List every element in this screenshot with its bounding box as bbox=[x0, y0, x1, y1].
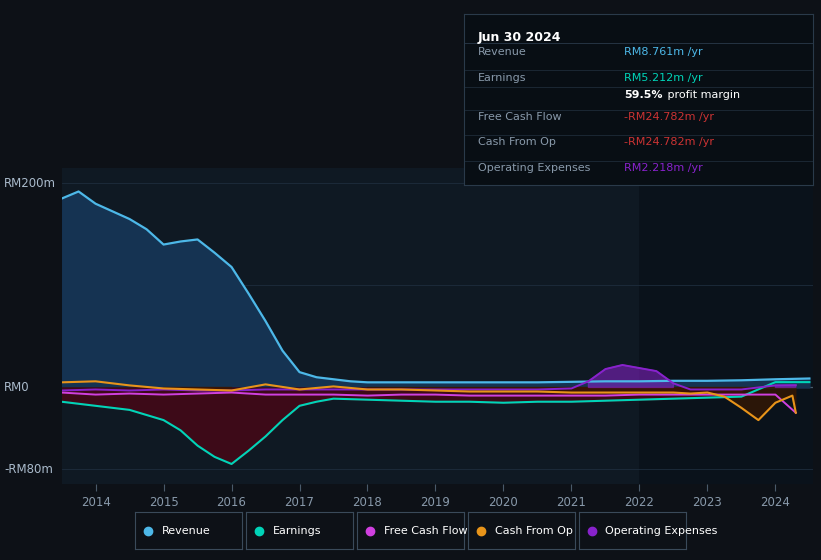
Text: Earnings: Earnings bbox=[478, 73, 526, 82]
Text: 59.5%: 59.5% bbox=[624, 90, 663, 100]
Text: Revenue: Revenue bbox=[163, 526, 211, 535]
Text: Jun 30 2024: Jun 30 2024 bbox=[478, 31, 562, 44]
Text: Free Cash Flow: Free Cash Flow bbox=[384, 526, 467, 535]
Text: -RM24.782m /yr: -RM24.782m /yr bbox=[624, 137, 714, 147]
Text: RM5.212m /yr: RM5.212m /yr bbox=[624, 73, 703, 82]
Text: Operating Expenses: Operating Expenses bbox=[478, 163, 590, 173]
Text: RM200m: RM200m bbox=[4, 177, 56, 190]
Text: Free Cash Flow: Free Cash Flow bbox=[478, 112, 562, 122]
Text: Cash From Op: Cash From Op bbox=[478, 137, 556, 147]
Text: Revenue: Revenue bbox=[478, 47, 526, 57]
Text: Operating Expenses: Operating Expenses bbox=[606, 526, 718, 535]
Bar bbox=[640, 168, 813, 484]
Text: RM0: RM0 bbox=[4, 381, 30, 394]
Text: -RM80m: -RM80m bbox=[4, 463, 53, 475]
Text: RM8.761m /yr: RM8.761m /yr bbox=[624, 47, 703, 57]
Text: Earnings: Earnings bbox=[273, 526, 322, 535]
Text: Cash From Op: Cash From Op bbox=[495, 526, 572, 535]
Text: -RM24.782m /yr: -RM24.782m /yr bbox=[624, 112, 714, 122]
Text: profit margin: profit margin bbox=[664, 90, 741, 100]
Text: RM2.218m /yr: RM2.218m /yr bbox=[624, 163, 703, 173]
